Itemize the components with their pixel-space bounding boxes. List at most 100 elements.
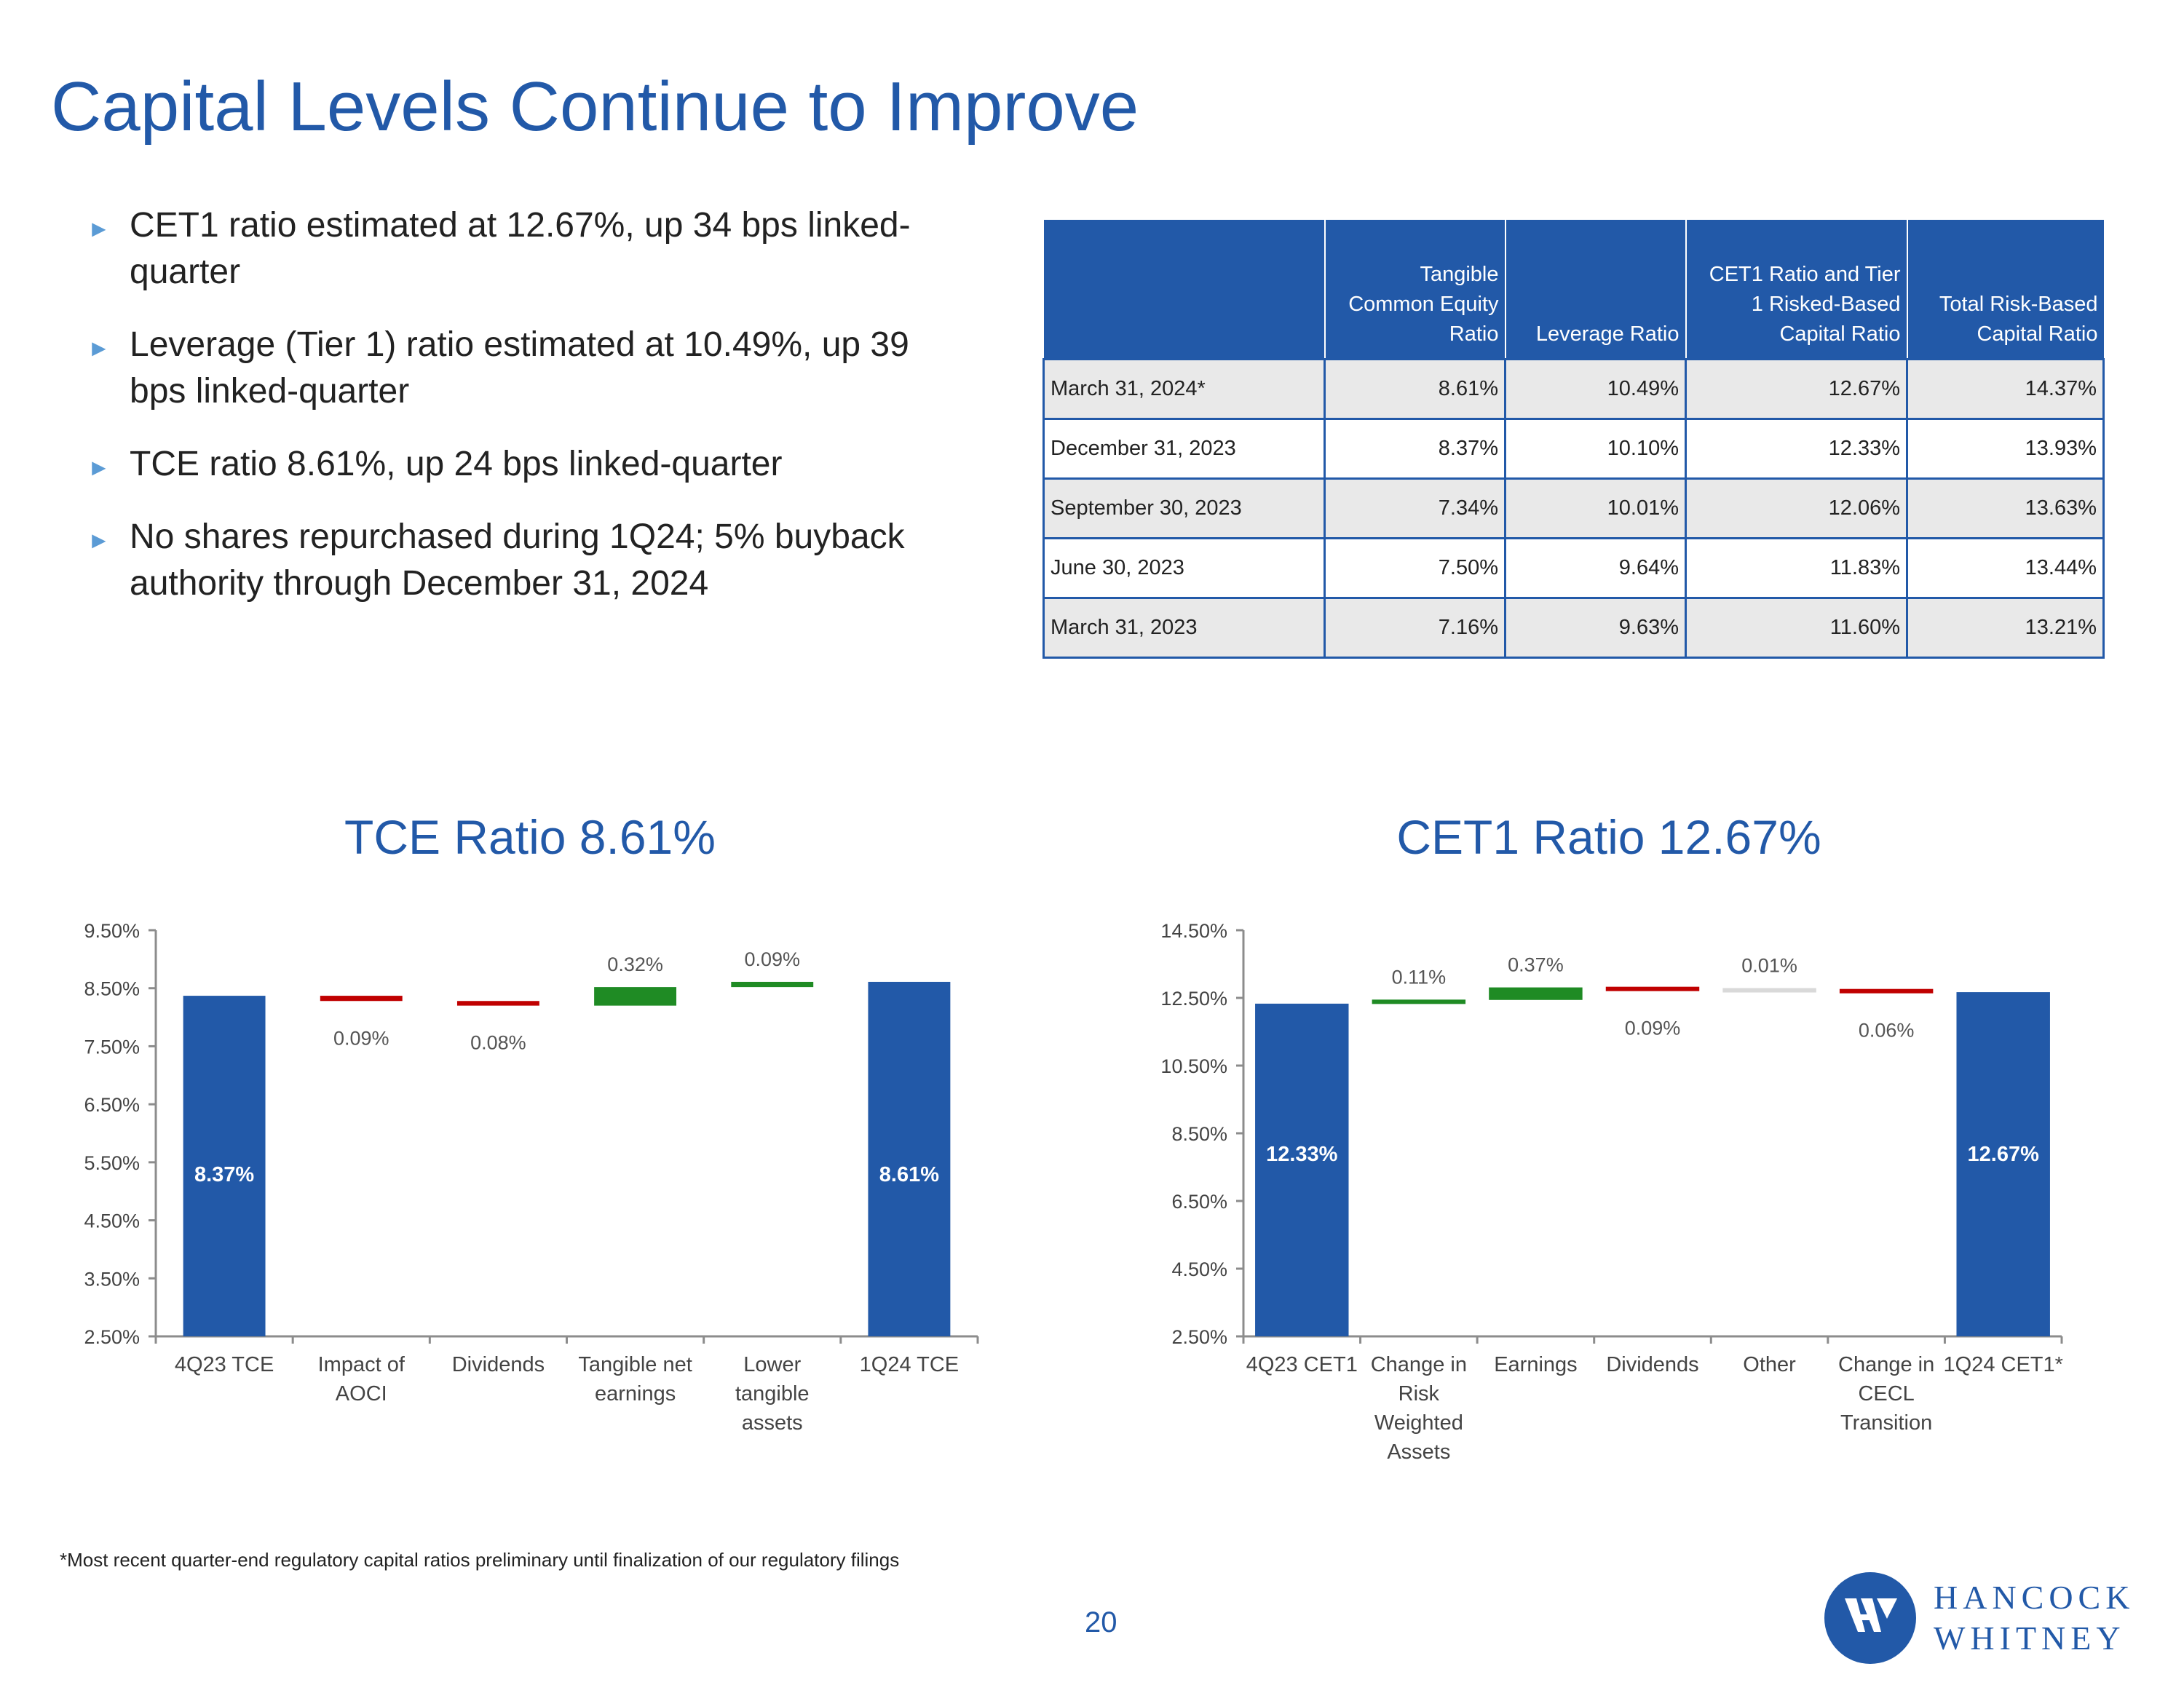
waterfall-bar-total: [1956, 992, 2050, 1336]
data-label: 0.08%: [470, 1032, 526, 1054]
y-tick-label: 10.50%: [1160, 1055, 1227, 1077]
table-cell: 13.44%: [1906, 537, 2105, 599]
cet1-chart-title: CET1 Ratio 12.67%: [1396, 810, 1821, 864]
y-tick-label: 8.50%: [84, 978, 140, 1000]
bullet-item: ► TCE ratio 8.61%, up 24 bps linked-quart…: [87, 441, 961, 488]
table-header-cell: CET1 Ratio and Tier 1 Risked-Based Capit…: [1685, 220, 1907, 360]
triangle-bullet-icon: ►: [87, 335, 111, 361]
waterfall-bar-increase: [1372, 999, 1466, 1004]
y-tick-label: 4.50%: [84, 1210, 140, 1232]
table-cell: 8.37%: [1324, 418, 1506, 480]
table-cell: 13.93%: [1906, 418, 2105, 480]
waterfall-bar-increase: [731, 981, 814, 988]
bullet-item: ► Leverage (Tier 1) ratio estimated at 10…: [87, 322, 961, 415]
x-category-label: 4Q23 CET1: [1246, 1353, 1358, 1376]
waterfall-bar-total: [868, 981, 951, 1336]
x-category-label: Lower tangible assets: [735, 1353, 810, 1435]
bullet-text: CET1 ratio estimated at 12.67%, up 34 bp…: [130, 206, 911, 291]
y-tick-label: 7.50%: [84, 1036, 140, 1058]
waterfall-bar-decrease: [1839, 988, 1934, 994]
table-cell: 8.61%: [1324, 358, 1506, 420]
table-cell: 10.49%: [1504, 358, 1687, 420]
total-bar-label: 12.67%: [1968, 1143, 2040, 1166]
waterfall-bar-increase: [1489, 987, 1583, 1000]
tce-chart-title: TCE Ratio 8.61%: [344, 810, 716, 864]
table-header-cell: Tangible Common Equity Ratio: [1324, 220, 1506, 360]
table-header-cell: Leverage Ratio: [1504, 220, 1686, 360]
x-category-label: Impact of AOCI: [318, 1353, 405, 1406]
waterfall-bar-decrease: [456, 1001, 539, 1006]
table-cell: 14.37%: [1906, 358, 2105, 420]
capital-ratios-table: Tangible Common Equity Ratio Leverage Ra…: [1042, 220, 2105, 659]
data-label: 0.09%: [744, 948, 800, 970]
x-category-label: Earnings: [1494, 1353, 1577, 1376]
table-cell: 11.83%: [1685, 537, 1908, 599]
x-category-label: 4Q23 TCE: [175, 1353, 274, 1376]
total-bar-label: 12.33%: [1266, 1143, 1338, 1166]
table-cell: 11.60%: [1685, 597, 1908, 659]
hancock-whitney-logo: HANCOCK WHITNEY: [1824, 1572, 2145, 1674]
table-cell: 13.21%: [1906, 597, 2105, 659]
data-label: 0.06%: [1859, 1020, 1915, 1042]
x-category-label: Other: [1743, 1353, 1796, 1376]
x-category-label: 1Q24 TCE: [860, 1353, 959, 1376]
y-tick-label: 6.50%: [84, 1094, 140, 1116]
data-label: 0.09%: [1625, 1018, 1681, 1039]
y-tick-label: 3.50%: [84, 1268, 140, 1290]
table-row: December 31, 2023 8.37% 10.10% 12.33% 13…: [1042, 418, 2105, 480]
table-cell: September 30, 2023: [1042, 477, 1326, 539]
table-cell: 7.16%: [1324, 597, 1506, 659]
table-cell: 10.01%: [1504, 477, 1687, 539]
table-header-cell: Total Risk-Based Capital Ratio: [1906, 220, 2104, 360]
table-cell: 13.63%: [1906, 477, 2105, 539]
waterfall-bar-decrease: [320, 996, 403, 1002]
total-bar-label: 8.37%: [194, 1163, 254, 1186]
data-label: 0.37%: [1508, 954, 1564, 976]
table-row: September 30, 2023 7.34% 10.01% 12.06% 1…: [1042, 477, 2105, 539]
y-tick-label: 9.50%: [84, 920, 140, 942]
data-label: 0.11%: [1392, 966, 1447, 988]
table-cell: March 31, 2023: [1042, 597, 1326, 659]
table-row: March 31, 2023 7.16% 9.63% 11.60% 13.21%: [1042, 597, 2105, 659]
bullet-item: ► CET1 ratio estimated at 12.67%, up 34 b…: [87, 202, 961, 296]
y-tick-label: 4.50%: [1171, 1258, 1227, 1280]
waterfall-bar-total: [1255, 1003, 1349, 1336]
footnote: *Most recent quarter-end regulatory capi…: [60, 1549, 900, 1571]
data-label: 0.01%: [1741, 955, 1797, 977]
x-category-label: 1Q24 CET1*: [1944, 1353, 2063, 1376]
data-label: 0.09%: [333, 1027, 389, 1049]
page-number: 20: [1085, 1606, 1117, 1638]
x-category-label: Dividends: [452, 1353, 545, 1376]
y-tick-label: 2.50%: [84, 1326, 140, 1348]
table-cell: 7.50%: [1324, 537, 1506, 599]
logo-text-line2: WHITNEY: [1934, 1619, 2126, 1657]
x-category-label: Change in Risk Weighted Assets: [1371, 1353, 1467, 1464]
table-cell: 7.34%: [1324, 477, 1506, 539]
total-bar-label: 8.61%: [879, 1163, 939, 1186]
table-row: June 30, 2023 7.50% 9.64% 11.83% 13.44%: [1042, 537, 2105, 599]
x-category-label: Dividends: [1606, 1353, 1698, 1376]
y-tick-label: 6.50%: [1171, 1191, 1227, 1213]
bullet-list: ► CET1 ratio estimated at 12.67%, up 34 b…: [87, 202, 961, 633]
table-cell: 12.67%: [1685, 358, 1908, 420]
bullet-item: ► No shares repurchased during 1Q24; 5% b…: [87, 514, 961, 607]
data-label: 0.32%: [607, 953, 663, 975]
table-cell: 12.33%: [1685, 418, 1908, 480]
y-tick-label: 8.50%: [1171, 1123, 1227, 1145]
waterfall-bar-increase: [1722, 988, 1816, 993]
table-header-row: Tangible Common Equity Ratio Leverage Ra…: [1043, 220, 2104, 360]
triangle-bullet-icon: ►: [87, 454, 111, 480]
waterfall-bar-decrease: [1605, 986, 1700, 991]
table-cell: 12.06%: [1685, 477, 1908, 539]
table-cell: 9.63%: [1504, 597, 1687, 659]
table-cell: June 30, 2023: [1042, 537, 1326, 599]
y-tick-label: 5.50%: [84, 1152, 140, 1174]
bullet-text: No shares repurchased during 1Q24; 5% bu…: [130, 518, 905, 603]
table-cell: 9.64%: [1504, 537, 1687, 599]
bullet-text: TCE ratio 8.61%, up 24 bps linked-quarte…: [130, 445, 783, 483]
page-title: Capital Levels Continue to Improve: [51, 68, 1139, 146]
table-cell: 10.10%: [1504, 418, 1687, 480]
triangle-bullet-icon: ►: [87, 215, 111, 242]
